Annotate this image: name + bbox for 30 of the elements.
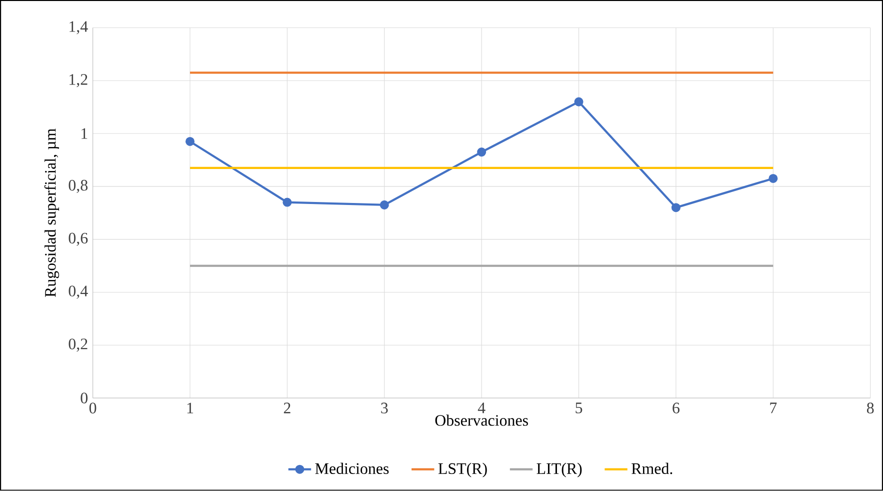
x-tick-label: 0 bbox=[89, 402, 96, 414]
point bbox=[380, 200, 389, 210]
y-tick-label: 0 bbox=[80, 392, 88, 404]
legend-label: LIT(R) bbox=[536, 462, 582, 478]
x-tick-label: 4 bbox=[478, 402, 486, 414]
x-tick-label: 6 bbox=[672, 402, 680, 414]
x-axis-title: Observaciones bbox=[435, 414, 528, 426]
point bbox=[477, 148, 486, 157]
point bbox=[282, 198, 292, 207]
x-tick-label: 3 bbox=[381, 402, 388, 414]
legend-label: LST(R) bbox=[438, 462, 487, 478]
y-tick-label: 1,2 bbox=[70, 74, 88, 88]
point bbox=[768, 174, 778, 184]
x-tick-label: 5 bbox=[576, 402, 582, 414]
y-tick-label: 1 bbox=[82, 128, 88, 139]
y-axis-title: Rugosidad superficial, µm bbox=[44, 128, 60, 298]
y-tick-label: 0,8 bbox=[68, 180, 88, 194]
point bbox=[671, 203, 680, 212]
x-tick-label: 1 bbox=[187, 402, 194, 414]
y-tick-label: 0,2 bbox=[68, 338, 88, 352]
y-tick-label: 0,4 bbox=[68, 286, 88, 299]
point bbox=[185, 137, 195, 146]
x-tick-label: 2 bbox=[284, 402, 290, 414]
y-tick-label: 0,6 bbox=[68, 232, 88, 246]
point bbox=[574, 97, 584, 106]
x-tick-label: 7 bbox=[770, 402, 777, 414]
legend-label: Mediciones bbox=[315, 462, 389, 474]
x-tick-label: 8 bbox=[866, 402, 874, 414]
y-tick-label: 1,4 bbox=[70, 21, 88, 34]
legend-label: Rmed. bbox=[632, 462, 672, 474]
